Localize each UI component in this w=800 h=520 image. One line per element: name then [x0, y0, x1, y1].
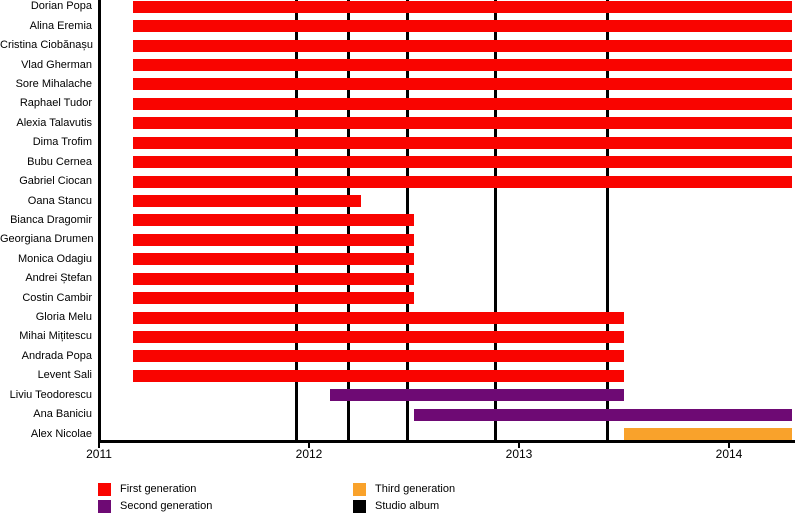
member-bar: [132, 272, 414, 285]
member-label: Georgiana Drumen: [0, 233, 94, 246]
x-axis-tick-label: 2011: [86, 447, 112, 461]
member-label: Costin Cambir: [22, 291, 92, 304]
member-label: Gabriel Ciocan: [19, 175, 92, 188]
member-bar: [132, 311, 624, 324]
legend-label-first-generation: First generation: [120, 483, 197, 495]
member-bar: [132, 175, 792, 188]
x-axis-tick-label: 2014: [715, 447, 743, 461]
member-bar: [330, 389, 624, 402]
member-label: Dima Trofim: [32, 136, 92, 149]
legend-swatch-third-generation: [353, 483, 366, 496]
x-axis-tick: [518, 440, 520, 448]
member-label: Alex Nicolae: [30, 427, 92, 440]
x-axis-tick-label: 2012: [295, 447, 323, 461]
member-label: Mihai Mițitescu: [19, 330, 92, 343]
member-label: Raphael Tudor: [19, 97, 92, 110]
member-bar: [132, 136, 792, 149]
member-label: Bubu Cernea: [27, 155, 92, 168]
member-label: Bianca Dragomir: [10, 213, 92, 226]
legend-swatch-studio-album: [353, 500, 366, 513]
member-label: Ana Baniciu: [33, 408, 92, 421]
member-label: Andrei Ștefan: [25, 272, 92, 285]
member-bar: [132, 39, 792, 52]
member-label: Alexia Talavutis: [16, 116, 92, 129]
x-axis-tick: [308, 440, 310, 448]
member-bar: [132, 350, 624, 363]
member-bar: [132, 156, 792, 169]
member-label: Gloria Melu: [35, 311, 92, 324]
x-axis-tick-label: 2013: [505, 447, 533, 461]
studio-album-line: [494, 0, 498, 440]
legend-swatch-second-generation: [98, 500, 111, 513]
member-bar: [132, 97, 792, 110]
member-label: Sore Mihalache: [15, 77, 92, 90]
member-bar: [132, 233, 414, 246]
member-label: Oana Stancu: [27, 194, 92, 207]
legend-label-studio-album: Studio album: [375, 500, 440, 512]
member-bar: [132, 0, 792, 13]
legend-label-third-generation: Third generation: [375, 483, 456, 495]
legend-label-second-generation: Second generation: [120, 500, 213, 512]
member-label: Vlad Gherman: [21, 58, 92, 71]
member-bar: [132, 369, 624, 382]
member-label: Andrada Popa: [21, 349, 92, 362]
member-bar: [132, 117, 792, 130]
member-label: Alina Eremia: [29, 19, 92, 32]
member-bar: [132, 330, 624, 343]
x-axis-tick: [728, 440, 730, 448]
member-label: Liviu Teodorescu: [9, 388, 92, 401]
member-bar: [132, 59, 792, 72]
member-label: Dorian Popa: [30, 0, 92, 13]
member-bar: [132, 253, 414, 266]
member-label: Cristina Ciobănașu: [0, 39, 93, 52]
legend-swatch-first-generation: [98, 483, 111, 496]
x-axis-tick: [98, 440, 100, 448]
member-bar: [132, 78, 792, 91]
y-axis-line: [97, 0, 101, 443]
member-bar: [414, 408, 792, 421]
member-bar: [132, 195, 362, 207]
member-bar: [132, 20, 792, 33]
member-label: Monica Odagiu: [18, 252, 92, 265]
member-bar: [132, 292, 414, 305]
member-bar: [624, 428, 792, 441]
member-label: Levent Sali: [37, 369, 92, 382]
studio-album-line: [605, 0, 609, 440]
member-bar: [132, 214, 414, 227]
x-axis-line: [97, 440, 795, 443]
